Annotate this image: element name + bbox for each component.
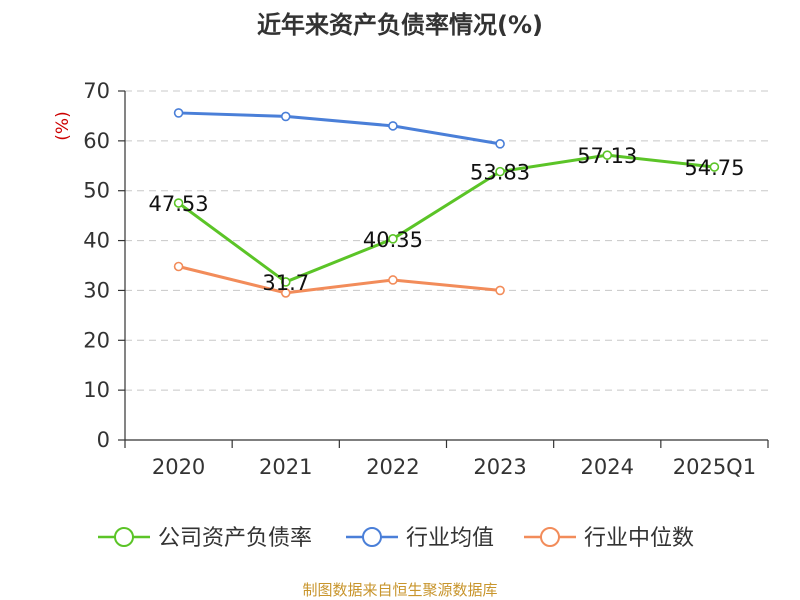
series-line-1 [178,111,501,146]
chart-title: 近年来资产负债率情况(%) [257,11,543,39]
x-tick-label: 2020 [152,455,205,479]
x-tick-label: 2021 [259,455,312,479]
legend-label: 公司资产负债率 [158,526,312,551]
y-tick-label: 30 [83,278,110,302]
data-point [173,261,184,272]
data-label: 31.7 [262,271,309,295]
data-label: 47.53 [149,192,209,216]
y-tick-label: 70 [83,79,110,103]
data-point [280,288,291,298]
data-point [495,285,505,296]
data-label: 40.35 [363,228,423,252]
y-tick-label: 10 [83,378,110,402]
legend-marker [540,527,560,547]
data-point [388,121,398,131]
data-label: 54.75 [684,156,744,180]
legend-label: 行业均值 [406,526,494,551]
data-label: 53.83 [470,161,530,185]
y-tick-label: 0 [97,428,110,452]
y-tick-label: 20 [83,328,110,352]
data-point [173,198,184,208]
series-line-0 [177,153,715,284]
x-tick-label: 2024 [581,455,634,479]
legend-marker [362,527,382,547]
data-point [495,166,505,177]
x-tick-label: 2022 [366,455,419,479]
legend: 公司资产负债率 行业均值 行业中位数 [98,526,694,551]
data-point [602,150,613,160]
data-point [495,139,505,149]
y-tick-label: 40 [83,229,110,253]
x-tick-label: 2023 [473,455,526,479]
y-axis-label: (%) [53,111,73,140]
source-note: 制图数据来自恒生聚源数据库 [302,581,497,599]
axes: 0 10 20 30 40 50 60 70 2020 2021 2022 2023 2024 2025Q… [83,79,769,479]
data-label: 57.13 [577,144,637,168]
data-labels: 47.53 31.7 40.35 53.83 57.13 54.75 [149,144,745,295]
legend-label: 行业中位数 [584,526,694,551]
data-point [280,111,291,122]
series-lines [173,108,720,298]
data-point [280,277,291,287]
data-point [388,275,398,285]
y-tick-label: 50 [83,179,110,203]
data-point [388,234,398,244]
x-tick-label: 2025Q1 [673,455,756,479]
legend-marker [114,527,134,547]
y-tick-label: 60 [83,129,110,153]
data-point [709,162,720,172]
series-line-2 [178,265,501,295]
data-point [173,108,184,118]
